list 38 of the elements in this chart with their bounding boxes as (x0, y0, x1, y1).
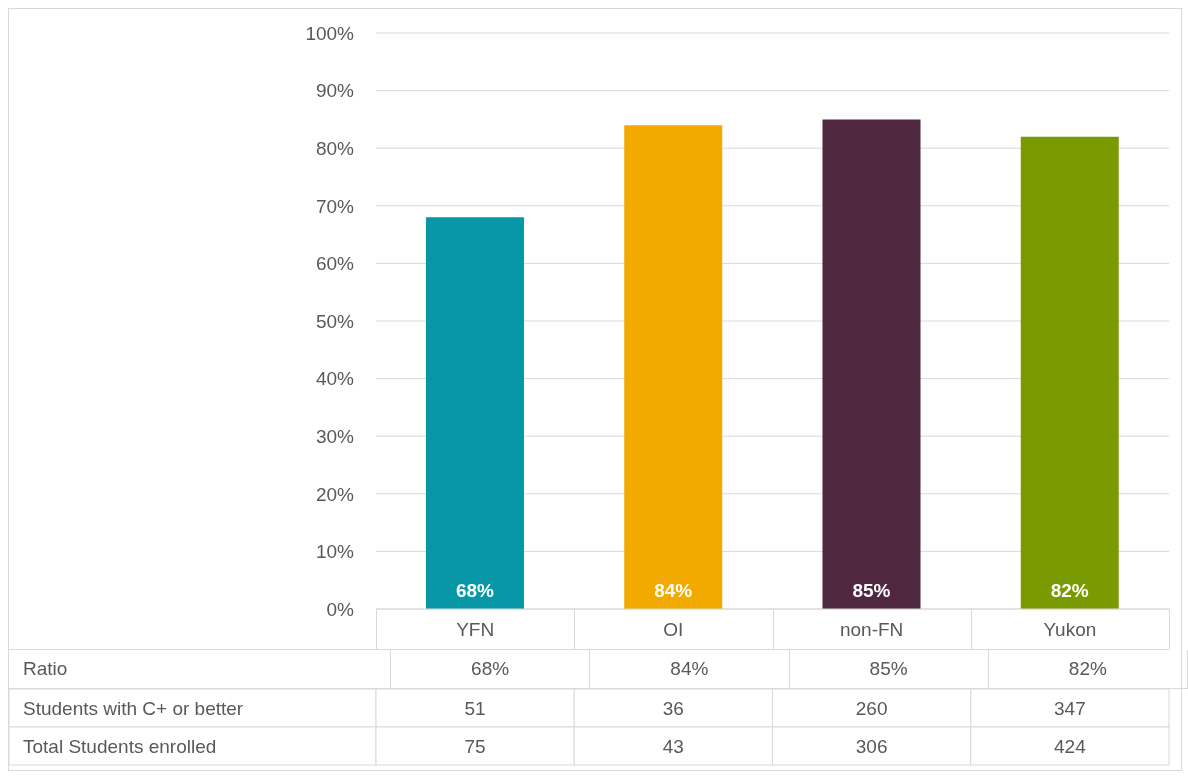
data-label: 85% (789, 650, 989, 688)
bar (1020, 136, 1119, 609)
data-label: 51 (464, 697, 486, 718)
data-label: 84% (589, 650, 789, 688)
y-tick-label: 10% (315, 541, 355, 563)
text: Ratio (9, 650, 391, 688)
y-tick-label: 70% (315, 195, 355, 217)
bar (624, 125, 723, 609)
y-tick-label: 30% (315, 425, 355, 447)
y-tick-label: 60% (315, 253, 355, 275)
data-label: 75 (464, 735, 486, 756)
data-label: 82% (988, 650, 1188, 688)
y-tick-label: 50% (315, 310, 355, 332)
text: 84% (654, 580, 693, 601)
x-tick-label: OI (663, 619, 684, 641)
x-tick-label: non-FN (839, 619, 904, 641)
y-tick-label: Total Students enrolled (23, 735, 217, 756)
data-label: 43 (662, 735, 684, 756)
y-tick-label: 0% (326, 598, 355, 620)
text: 68% (455, 580, 495, 601)
y-tick-label: 80% (315, 137, 355, 159)
data-label: 36 (662, 697, 684, 718)
bar (426, 217, 524, 609)
y-tick-label: 100% (305, 22, 355, 44)
data-label: 68% (390, 650, 590, 688)
x-tick-label: Yukon (1043, 619, 1097, 641)
bar (822, 119, 921, 609)
data-label: 347 (1054, 697, 1086, 718)
y-tick-label: 90% (315, 80, 355, 102)
data-label: 424 (1054, 735, 1087, 756)
y-tick-label: 20% (315, 483, 355, 505)
text: 85% (852, 580, 891, 601)
y-tick-label: 40% (315, 368, 355, 390)
data-label: 260 (855, 697, 888, 718)
x-tick-label: YFN (456, 619, 495, 641)
y-tick-label: Students with C+ or better (23, 697, 244, 718)
text: 82% (1050, 580, 1089, 601)
data-label: 306 (855, 735, 888, 756)
